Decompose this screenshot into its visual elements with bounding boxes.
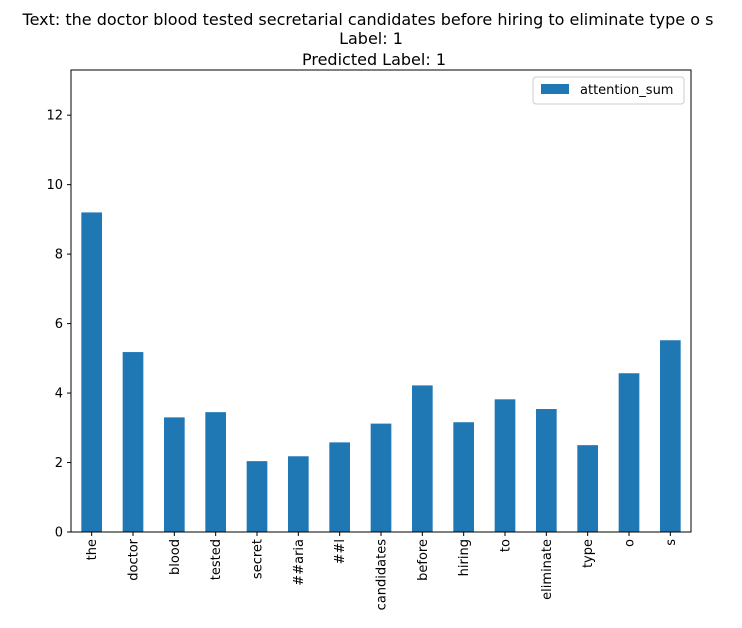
bar-8 xyxy=(412,385,433,532)
bar-12 xyxy=(577,445,598,532)
bar-4 xyxy=(246,461,268,532)
x-tick-label: o xyxy=(623,539,638,547)
legend-box xyxy=(532,76,685,105)
bar-2 xyxy=(164,417,185,532)
legend-label: attention_sum xyxy=(580,83,673,98)
chart-title-predicted-line: Predicted Label: 1 xyxy=(302,50,446,69)
x-tick-label: type xyxy=(581,539,596,568)
y-tick-label: 12 xyxy=(46,109,63,124)
y-axis: 0 2 4 6 8 10 12 xyxy=(46,109,71,541)
x-tick-label: ##aria xyxy=(292,539,307,586)
legend-swatch xyxy=(541,84,569,94)
x-tick-label: the xyxy=(85,539,100,560)
bar-3 xyxy=(205,412,226,532)
bar-14 xyxy=(660,340,681,532)
chart-title-label-line: Label: 1 xyxy=(339,29,403,48)
bar-7 xyxy=(370,423,392,532)
y-tick-label: 8 xyxy=(55,248,63,263)
x-tick-label: to xyxy=(499,539,514,552)
bar-10 xyxy=(494,399,516,532)
x-tick-label: blood xyxy=(168,539,183,575)
x-tick-label: secret xyxy=(251,539,266,579)
bar-6 xyxy=(329,442,350,532)
bar-0 xyxy=(81,212,102,533)
x-tick-label: ##l xyxy=(333,539,348,564)
y-tick-label: 0 xyxy=(55,526,63,541)
y-tick-label: 2 xyxy=(55,456,63,471)
bars-group xyxy=(81,212,681,533)
y-tick-label: 10 xyxy=(46,178,63,193)
y-tick-label: 6 xyxy=(55,317,63,332)
x-tick-label: candidates xyxy=(375,539,390,611)
bar-13 xyxy=(618,373,640,532)
x-tick-label: doctor xyxy=(127,538,142,580)
chart-title-text-line: Text: the doctor blood tested secretaria… xyxy=(22,10,714,29)
x-tick-label: before xyxy=(416,539,431,581)
x-tick-label: tested xyxy=(209,539,224,580)
chart-title: Text: the doctor blood tested secretaria… xyxy=(22,10,714,69)
x-tick-label: hiring xyxy=(457,539,472,576)
x-tick-label: s xyxy=(664,539,679,546)
bar-9 xyxy=(453,422,474,532)
bar-5 xyxy=(288,456,309,532)
bar-1 xyxy=(122,352,144,532)
legend: attention_sum xyxy=(532,76,685,105)
bar-11 xyxy=(536,409,557,532)
y-tick-label: 4 xyxy=(55,387,63,402)
x-axis: the doctor blood tested secret ##aria ##l candi… xyxy=(85,532,679,610)
x-tick-label: eliminate xyxy=(540,539,555,600)
